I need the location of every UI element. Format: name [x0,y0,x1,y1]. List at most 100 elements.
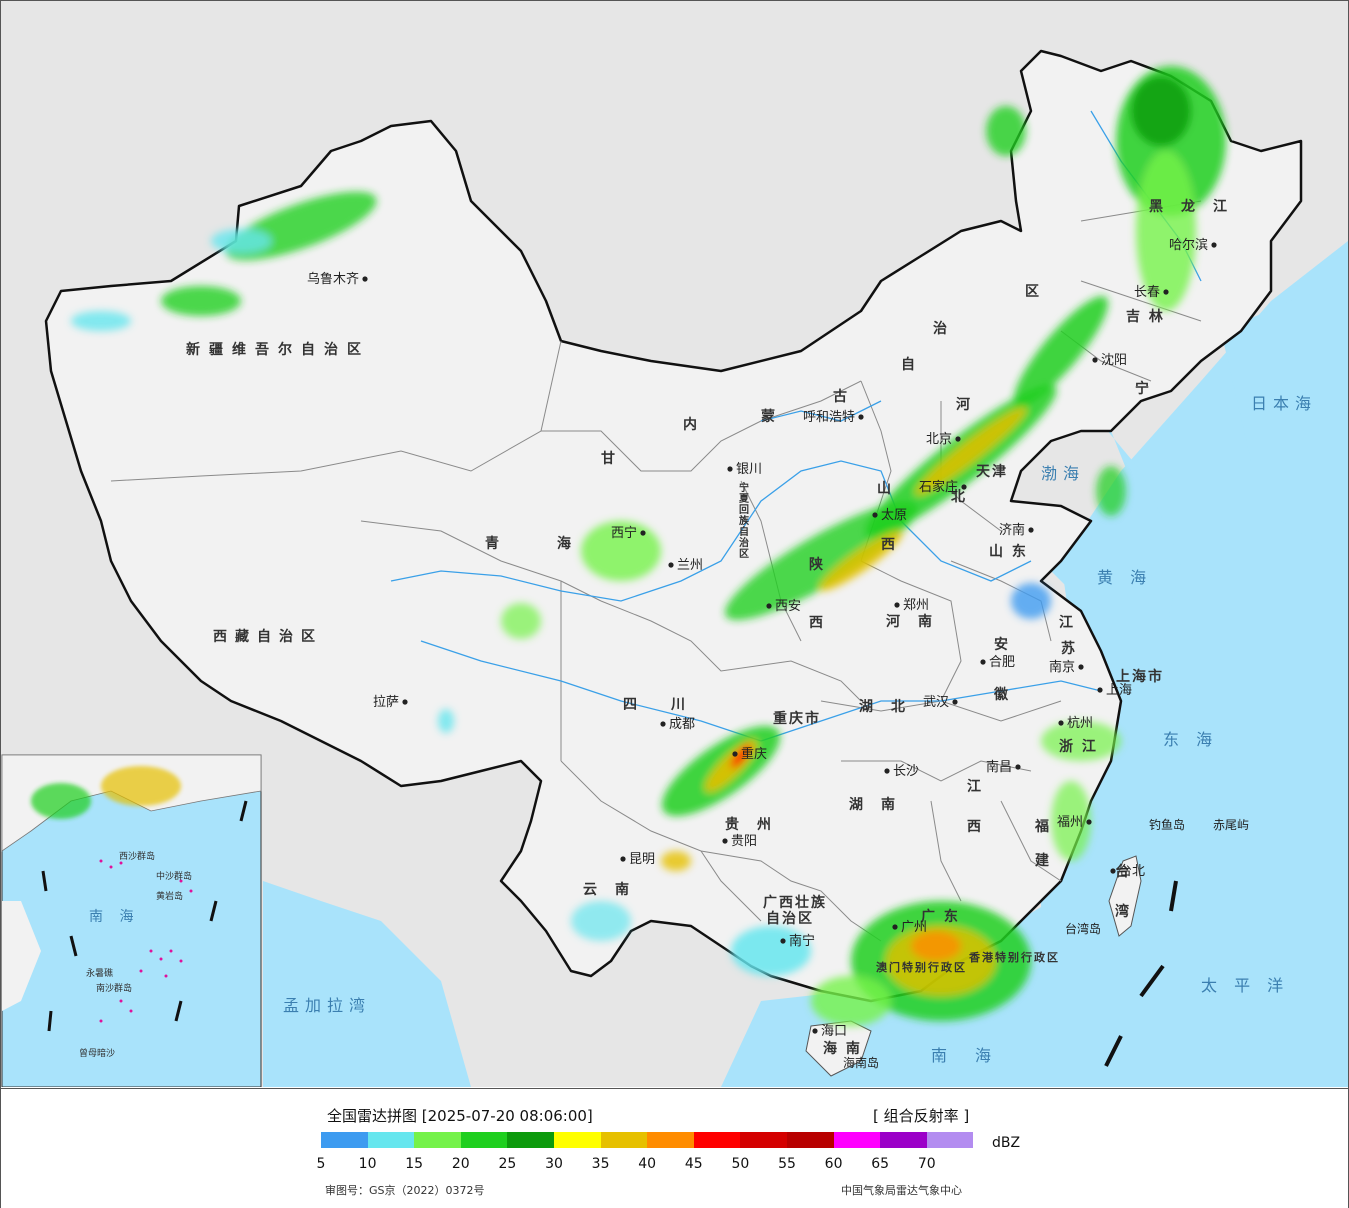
capital-marker [1211,242,1217,248]
city-label-lasa: 拉萨 [373,695,399,710]
province-label-ningxia: 宁 [739,481,751,494]
capital-marker [732,751,738,757]
province-label-sichuan: 四 川 [623,697,687,713]
province-label-neimeng6: 区 [1025,284,1041,300]
province-label-zhejiang: 浙 江 [1059,738,1098,755]
city-label-nanchang: 南昌 [986,759,1012,775]
province-label-neimeng5: 治 [933,320,949,337]
color-swatch [460,1132,508,1148]
province-label-xinjiang: 新疆维吾尔自治区 [186,341,370,358]
city-label-haerbin: 哈尔滨 [1169,237,1208,253]
capital-marker [961,484,967,490]
tick-label: 5 [316,1156,326,1172]
city-label-nanjing: 南京 [1049,659,1075,675]
province-label-ningxia: 治 [739,536,751,549]
color-scale-bar [321,1132,974,1148]
province-label-shanxi1: 山 [877,481,893,497]
province-label-jiangsu1: 江 [1059,614,1075,631]
province-label-guangdong: 广 东 [921,908,960,925]
sea-label-donghai: 东 海 [1163,730,1218,749]
capital-marker [1163,289,1169,295]
color-swatch [786,1132,834,1148]
city-label-zhengzhou: 郑州 [903,598,929,613]
province-label-fujian2: 建 [1035,852,1051,869]
province-label-jiangxi1: 江 [967,778,983,795]
province-label-shandong: 山 东 [989,543,1028,560]
tick-label: 40 [638,1156,657,1172]
japan-sea [1221,281,1348,561]
city-label-beijing: 北京 [926,432,952,447]
province-label-ningxia: 夏 [738,493,751,505]
approval-number: 审图号：GS京（2022）0372号 [325,1184,485,1197]
capital-marker [884,768,890,774]
tick-label: 30 [545,1156,563,1172]
province-label-xizang: 西藏自治区 [213,628,323,645]
color-swatch [833,1132,881,1148]
city-label-taibei: 台北 [1119,864,1145,879]
inset-label-in_huangyan: 黄岩岛 [156,890,183,902]
province-label-ningxia: 自 [739,525,751,538]
city-label-shijiazhuang: 石家庄 [919,479,958,495]
sea-bay-of-bengal [263,881,471,1087]
province-label-hunan: 湖 南 [849,796,897,813]
city-label-xining: 西宁 [611,525,637,541]
capital-marker [362,276,368,282]
city-label-taiwandao: 台湾岛 [1065,921,1101,936]
capital-marker [722,838,728,844]
tick-label: 15 [405,1156,424,1172]
city-label-hefei: 合肥 [989,655,1015,670]
capital-marker [640,530,646,536]
province-label-jiangxi2: 西 [967,819,983,835]
tick-label: 60 [824,1156,843,1172]
province-label-shaanxi1: 陕 [809,556,825,573]
sea-label-huanghai: 黄 海 [1097,568,1152,587]
color-swatch [647,1132,694,1148]
sea-bohai-huanghai [1011,411,1181,841]
capital-marker [766,603,772,609]
province-label-hubei: 湖 北 [859,699,907,715]
south-china-sea-inset [1,754,262,1087]
province-label-anhui2: 徽 [993,686,1010,703]
capital-marker [727,466,733,472]
province-label-shanxi2: 西 [881,537,897,553]
capital-marker [1028,527,1034,533]
capital-marker [1086,819,1092,825]
capital-marker [660,721,666,727]
province-label-shanghai: 上海市 [1116,668,1164,685]
province-label-hainan: 海 南 [823,1040,862,1057]
province-label-hebei2: 北 [951,489,967,505]
capital-marker [1110,868,1116,874]
capital-marker [1092,357,1098,363]
tick-label: 45 [684,1156,703,1172]
province-label-xianggang: 香港特别行政区 [968,950,1060,964]
color-swatch [414,1132,461,1148]
province-label-aomen: 澳门特别行政区 [876,960,967,974]
province-label-shaanxi2: 西 [809,615,825,631]
province-label-jilin: 吉 林 [1126,308,1165,325]
city-label-guangzhou: 广州 [901,920,927,935]
inset-label-in_nanhai: 南 海 [89,909,139,925]
city-label-huhehaote: 呼和浩特 [803,410,855,425]
city-label-nanning: 南宁 [789,933,815,949]
city-label-changchun: 长春 [1134,285,1160,300]
city-label-hainandao: 海南岛 [843,1055,879,1070]
city-label-chengdu: 成都 [669,717,695,732]
province-label-neimeng4: 自 [901,356,917,373]
city-label-chiwei: 赤尾屿 [1213,818,1249,832]
city-label-haikou: 海口 [821,1024,847,1039]
province-label-liaoning: 宁 [1135,380,1151,397]
city-label-shenyang: 沈阳 [1101,353,1127,368]
province-label-ningxia: 族 [739,514,751,527]
city-label-chongqing_c: 重庆 [741,746,767,762]
sea-label-taipingyang: 太 平 洋 [1201,976,1289,995]
province-label-taiwan1: 台 [1115,863,1131,880]
capital-marker [872,512,878,518]
capital-marker [1058,720,1064,726]
capital-marker [955,436,961,442]
province-label-neimeng1: 内 [683,416,699,433]
sea-label-mengjiala: 孟加拉湾 [283,996,371,1015]
radar-echoes [71,66,1226,1026]
color-swatch [321,1132,368,1148]
capital-marker [892,924,898,930]
